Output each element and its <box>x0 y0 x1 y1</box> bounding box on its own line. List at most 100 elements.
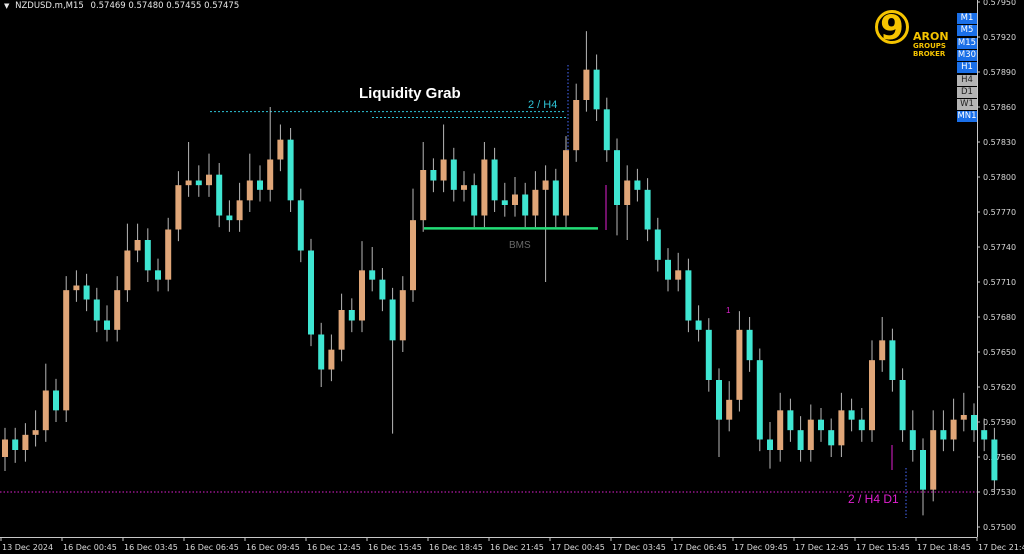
dropdown-triangle-icon[interactable]: ▼ <box>4 2 10 10</box>
y-tick-label: 0.57770 <box>983 208 1016 217</box>
candle-bear <box>848 410 855 420</box>
candle-bull <box>206 174 212 186</box>
x-tick-label: 16 Dec 09:45 <box>246 543 300 552</box>
y-tick-label: 0.57860 <box>983 103 1016 112</box>
candle-bear <box>797 430 804 450</box>
symbol-label: NZDUSD.m,M15 <box>15 1 84 11</box>
candle-bear <box>828 430 835 446</box>
d1-level-label: 2 / H4 D1 <box>848 492 899 506</box>
candle-bear <box>685 270 692 321</box>
timeframe-button-w1[interactable]: W1 <box>957 99 977 111</box>
y-tick-label: 0.57680 <box>983 313 1016 322</box>
candle-bull <box>930 430 937 490</box>
candle-bull <box>22 434 29 450</box>
candle-bear <box>940 430 947 440</box>
candle-bull <box>879 340 886 361</box>
candle-bull <box>338 310 345 350</box>
x-tick-label: 17 Dec 15:45 <box>856 543 910 552</box>
logo-text-3: BROKER <box>913 50 946 58</box>
candle-bull <box>42 390 49 431</box>
candle-bear <box>899 380 906 431</box>
x-tick-label: 16 Dec 18:45 <box>429 543 483 552</box>
candle-bull <box>63 290 70 411</box>
candle-bear <box>654 229 661 260</box>
candle-bear <box>12 439 19 450</box>
y-tick-label: 0.57800 <box>983 173 1016 182</box>
candle-bear <box>287 139 294 201</box>
y-tick-label: 0.57500 <box>983 523 1016 532</box>
candle-bull <box>114 290 121 330</box>
candle-bear <box>767 439 773 450</box>
y-tick-label: 0.57830 <box>983 138 1016 147</box>
x-tick-label: 17 Dec 00:45 <box>551 543 605 552</box>
x-tick-label: 13 Dec 2024 <box>2 543 53 552</box>
candle-bull <box>73 285 80 291</box>
candle-bull <box>175 185 182 230</box>
candle-bear <box>348 310 355 321</box>
x-tick-label: 17 Dec 12:45 <box>795 543 849 552</box>
candle-bear <box>430 170 437 181</box>
candle-bull <box>277 139 284 160</box>
y-tick-label: 0.57950 <box>983 0 1016 7</box>
candle-bear <box>614 150 620 205</box>
candle-bear <box>818 419 824 431</box>
candle-bear <box>104 320 110 330</box>
candle-bull <box>440 159 447 181</box>
broker-logo: 9 ARON GROUPS BROKER <box>875 10 955 58</box>
candle-bear <box>889 340 896 380</box>
timeframe-button-d1[interactable]: D1 <box>957 86 977 98</box>
candle-bear <box>195 180 202 186</box>
candle-bear <box>226 215 233 221</box>
candle-bull <box>410 220 416 291</box>
h4-liquidity-label: 2 / H4 <box>528 99 557 111</box>
candle-bull <box>807 419 814 450</box>
candle-bull <box>236 200 243 221</box>
candle-bear <box>593 69 600 110</box>
timeframe-button-m5[interactable]: M5 <box>957 25 977 37</box>
x-tick-label: 17 Dec 09:45 <box>734 543 788 552</box>
logo-text-1: ARON <box>913 30 949 43</box>
candle-bear <box>971 415 977 431</box>
x-tick-label: 16 Dec 03:45 <box>124 543 178 552</box>
candle-bull <box>134 240 141 251</box>
candle-bear <box>297 200 304 251</box>
candle-bull <box>359 270 365 321</box>
candle-bull <box>542 180 549 190</box>
candle-bear <box>389 299 396 341</box>
timeframe-button-h4[interactable]: H4 <box>957 74 977 86</box>
timeframe-button-h1[interactable]: H1 <box>957 62 977 74</box>
candle-bear <box>695 320 702 330</box>
y-tick-label: 0.57890 <box>983 68 1016 77</box>
candle-bull <box>246 180 253 201</box>
timeframe-button-m1[interactable]: M1 <box>957 13 977 24</box>
x-tick-label: 16 Dec 15:45 <box>368 543 422 552</box>
timeframe-button-m15[interactable]: M15 <box>957 37 977 49</box>
candle-bear <box>53 390 59 411</box>
candle-bear <box>144 240 151 271</box>
y-tick-label: 0.57530 <box>983 488 1016 497</box>
candle-bear <box>318 334 325 370</box>
candle-bear <box>93 299 100 321</box>
chart-header: ▼ NZDUSD.m,M15 0.57469 0.57480 0.57455 0… <box>4 1 239 11</box>
candle-bear <box>644 189 651 230</box>
candle-bull <box>532 189 539 216</box>
candle-bull <box>624 180 631 205</box>
candle-bear <box>920 450 926 490</box>
y-tick-label: 0.57920 <box>983 33 1016 42</box>
y-tick-label: 0.57650 <box>983 348 1016 357</box>
logo-nine-mark: 9 <box>875 10 909 45</box>
y-tick-label: 0.57740 <box>983 243 1016 252</box>
candle-bear <box>746 329 753 361</box>
x-tick-label: 17 Dec 18:45 <box>917 543 971 552</box>
y-tick-label: 0.57710 <box>983 278 1016 287</box>
candle-bull <box>726 399 733 420</box>
timeframe-button-m30[interactable]: M30 <box>957 49 977 61</box>
candle-bear <box>552 180 559 216</box>
timeframe-button-mn1[interactable]: MN1 <box>957 111 977 123</box>
candle-bull <box>185 180 192 186</box>
candle-bear <box>665 259 671 280</box>
candle-bear <box>369 270 376 280</box>
candle-bear <box>909 430 916 450</box>
candle-bear <box>83 285 90 300</box>
